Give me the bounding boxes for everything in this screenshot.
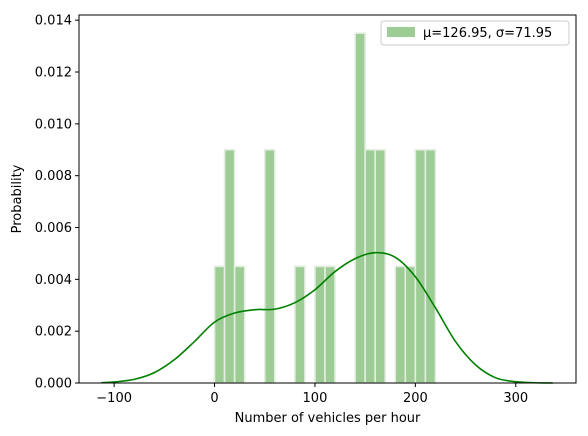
y-tick-label: 0.004 — [35, 273, 72, 288]
plot-frame — [78, 14, 577, 384]
histogram-bar — [394, 265, 407, 384]
histogram-bar — [414, 148, 427, 384]
legend: μ=126.95, σ=71.95 — [380, 20, 570, 46]
x-tick-label: 200 — [403, 391, 428, 406]
y-axis-ticks: 0.000 0.002 0.004 0.006 0.008 0.010 0.012 0.014 — [35, 14, 79, 392]
histogram-bar — [374, 148, 387, 384]
y-tick-label: 0.010 — [35, 117, 72, 132]
legend-swatch — [387, 27, 415, 37]
kde-density-line — [101, 251, 553, 384]
y-tick-label: 0.000 — [35, 377, 72, 392]
histogram-bar — [263, 148, 276, 384]
histogram-bar — [233, 265, 246, 384]
x-tick-label: 100 — [303, 391, 328, 406]
y-tick-label: 0.014 — [35, 14, 72, 29]
histogram-bar — [404, 265, 417, 384]
x-axis-label: Number of vehicles per hour — [235, 411, 421, 426]
y-axis-label: Probability — [10, 164, 25, 233]
y-tick-label: 0.008 — [35, 169, 72, 184]
histogram-bar — [424, 148, 437, 384]
histogram-bar — [354, 32, 366, 384]
y-tick-label: 0.012 — [35, 66, 72, 81]
histogram-bar — [294, 265, 306, 384]
histogram-bar — [324, 265, 336, 384]
y-tick-label: 0.006 — [35, 221, 72, 236]
x-axis-ticks: −100 0 100 200 300 — [96, 383, 528, 406]
legend-label: μ=126.95, σ=71.95 — [423, 26, 552, 41]
histogram-bar — [213, 265, 226, 384]
histogram-bar — [364, 148, 376, 384]
x-tick-label: −100 — [96, 391, 132, 406]
histogram-bars — [213, 32, 437, 384]
histogram-bar — [314, 265, 326, 384]
histogram-bar — [223, 148, 236, 384]
x-tick-label: 300 — [503, 391, 528, 406]
x-tick-label: 0 — [210, 391, 218, 406]
y-tick-label: 0.002 — [35, 325, 72, 340]
legend-box — [380, 20, 570, 46]
